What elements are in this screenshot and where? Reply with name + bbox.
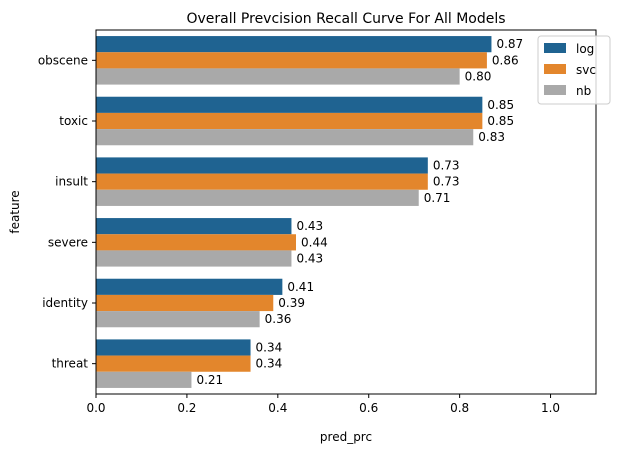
- x-axis-label: pred_prc: [320, 430, 372, 444]
- bar-nb: [96, 250, 292, 267]
- bar-svc: [96, 173, 428, 190]
- data-label: 0.73: [433, 175, 460, 189]
- bar-log: [96, 278, 283, 295]
- y-tick-label: threat: [52, 357, 89, 371]
- data-label: 0.85: [487, 98, 514, 112]
- legend-label: log: [576, 42, 594, 56]
- y-tick-label: severe: [48, 235, 88, 249]
- y-tick-label: insult: [55, 175, 88, 189]
- x-axis: 0.0 0.2 0.4 0.6 0.8 1.0: [86, 394, 560, 415]
- legend: log svc nb: [537, 35, 611, 105]
- y-tick-label: obscene: [38, 53, 88, 67]
- data-label: 0.83: [478, 130, 505, 144]
- data-label: 0.85: [487, 114, 514, 128]
- bar-svc: [96, 355, 251, 372]
- legend-label: svc: [576, 63, 596, 77]
- data-label: 0.41: [287, 280, 314, 294]
- bar-log: [96, 339, 251, 356]
- y-tick-label: toxic: [59, 114, 88, 128]
- data-label: 0.71: [424, 191, 451, 205]
- bar-nb: [96, 189, 419, 206]
- data-label: 0.73: [433, 158, 460, 172]
- y-axis-label: feature: [8, 190, 22, 233]
- data-label: 0.86: [492, 53, 519, 67]
- data-label: 0.21: [196, 373, 223, 387]
- bar-svc: [96, 52, 487, 69]
- x-tick-label: 0.8: [450, 401, 469, 415]
- data-label: 0.80: [465, 70, 492, 84]
- data-label: 0.43: [296, 219, 323, 233]
- data-label: 0.34: [256, 340, 283, 354]
- x-tick-label: 0.6: [359, 401, 378, 415]
- bar-svc: [96, 234, 296, 251]
- x-tick-label: 0.2: [177, 401, 196, 415]
- data-label: 0.43: [296, 252, 323, 266]
- x-tick-label: 0.4: [268, 401, 287, 415]
- legend-swatch: [544, 43, 566, 53]
- data-label: 0.87: [496, 37, 523, 51]
- data-label: 0.39: [278, 296, 305, 310]
- x-tick-label: 1.0: [541, 401, 560, 415]
- plot-frame: [95, 29, 597, 395]
- y-axis: obscene toxic insult severe identity threat: [38, 53, 96, 371]
- bar-log: [96, 218, 292, 235]
- bar-svc: [96, 294, 274, 312]
- legend-label: nb: [576, 84, 591, 98]
- bar-nb: [96, 68, 460, 85]
- chart-title: Overall Prevcision Recall Curve For All …: [186, 11, 505, 27]
- bar-nb: [96, 371, 192, 388]
- bar-log: [96, 96, 483, 113]
- y-tick-label: identity: [42, 296, 88, 310]
- plot-area: 0.87 0.860.80 0.85 0.85 0.83 0.73 0.73 0.71 0.43…: [96, 36, 523, 388]
- bar-svc: [96, 112, 483, 130]
- data-label: 0.44: [301, 235, 328, 249]
- bar-nb: [96, 129, 474, 146]
- data-label: 0.34: [256, 357, 283, 371]
- x-tick-label: 0.0: [86, 401, 105, 415]
- legend-swatch: [544, 64, 566, 74]
- bar-nb: [96, 311, 260, 328]
- bar-log: [96, 157, 428, 174]
- legend-swatch: [544, 85, 566, 95]
- data-label: 0.36: [265, 312, 292, 326]
- bar-log: [96, 36, 492, 53]
